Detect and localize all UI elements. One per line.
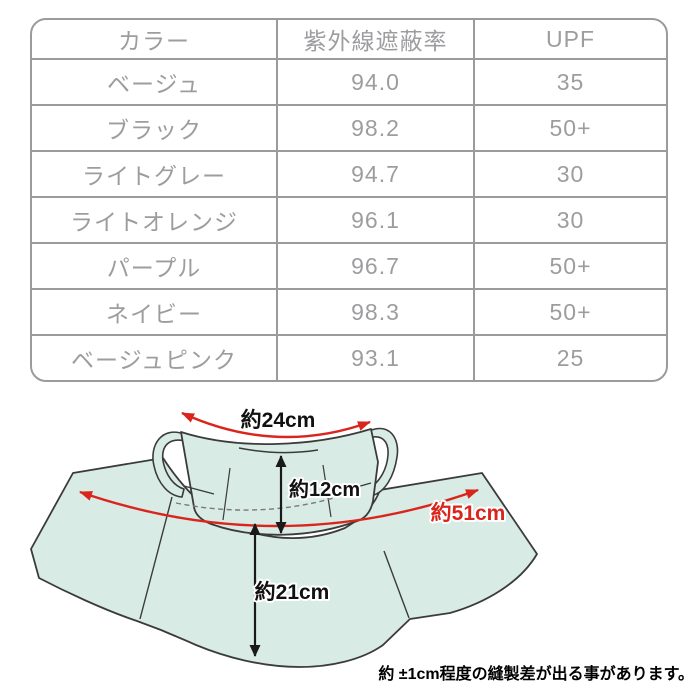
- table-row: ライトグレー 94.7 30: [32, 150, 666, 196]
- header-upf: UPF: [473, 20, 666, 58]
- sewing-tolerance-note: 約 ±1cm程度の縫製差が出る事があります。: [378, 664, 694, 683]
- cape-fold-line-right: [383, 550, 410, 619]
- color-name-cell: ライトグレー: [82, 163, 226, 189]
- arrow-top-width-24cm: [181, 411, 371, 439]
- uv-rate-cell: 98.2: [276, 106, 473, 150]
- color-name-cell: ベージュピンク: [71, 347, 237, 373]
- table-row: ブラック 98.2 50+: [32, 104, 666, 150]
- cape-fold-line-left: [139, 496, 173, 620]
- upf-cell: 25: [473, 336, 666, 380]
- table-row: ベージュ 94.0 35: [32, 58, 666, 104]
- mask-nose-line: [238, 447, 319, 454]
- table-row: パープル 96.7 50+: [32, 242, 666, 288]
- uv-rate-cell: 94.0: [276, 60, 473, 104]
- header-color: カラー: [118, 28, 190, 54]
- color-name-cell: ネイビー: [106, 301, 202, 327]
- garment-measurement-diagram: 約24cm 約12cm 約51cm 約21cm 約 ±1cm程度の縫製差が出る事…: [30, 406, 694, 683]
- header-uv-rate: 紫外線遮蔽率: [276, 20, 473, 58]
- color-name-cell: パープル: [106, 255, 202, 281]
- table-row: ベージュピンク 93.1 25: [32, 334, 666, 380]
- uv-rate-cell: 93.1: [276, 336, 473, 380]
- table-row: ネイビー 98.3 50+: [32, 288, 666, 334]
- label-mask-height: 約12cm: [289, 477, 360, 501]
- upf-cell: 50+: [473, 106, 666, 150]
- uv-rate-cell: 98.3: [276, 290, 473, 334]
- uv-rate-cell: 96.1: [276, 198, 473, 242]
- label-top-width: 約24cm: [241, 408, 316, 432]
- label-cape-width: 約51cm: [431, 501, 506, 525]
- upf-cell: 30: [473, 198, 666, 242]
- table-header-row: カラー 紫外線遮蔽率 UPF: [32, 20, 666, 58]
- upf-cell: 35: [473, 60, 666, 104]
- color-name-cell: ライトオレンジ: [70, 209, 238, 235]
- upf-cell: 50+: [473, 244, 666, 288]
- color-name-cell: ベージュ: [107, 71, 201, 97]
- uv-rate-cell: 96.7: [276, 244, 473, 288]
- uv-spec-table: カラー 紫外線遮蔽率 UPF ベージュ 94.0 35 ブラック 98.2 50…: [30, 18, 668, 382]
- upf-cell: 30: [473, 152, 666, 196]
- color-name-cell: ブラック: [106, 117, 202, 143]
- uv-rate-cell: 94.7: [276, 152, 473, 196]
- label-cape-height: 約21cm: [255, 580, 330, 604]
- table-row: ライトオレンジ 96.1 30: [32, 196, 666, 242]
- upf-cell: 50+: [473, 290, 666, 334]
